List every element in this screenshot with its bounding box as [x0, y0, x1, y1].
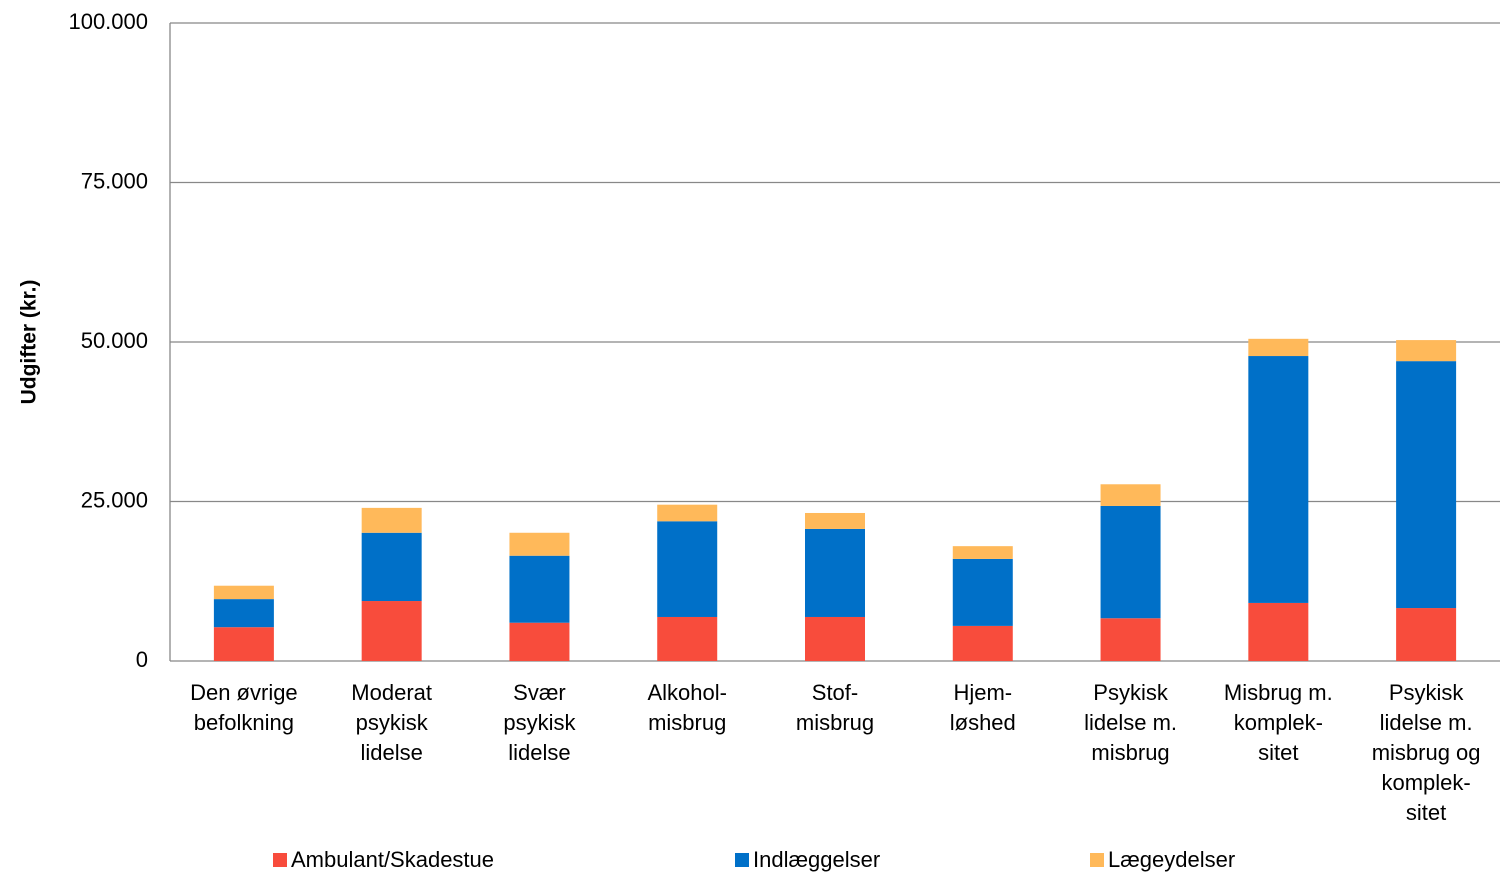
bar-segment — [509, 622, 570, 661]
bar-segment — [1100, 505, 1161, 619]
legend-label: Ambulant/Skadestue — [291, 847, 494, 872]
legend-swatch — [273, 853, 287, 867]
x-tick-label: Psykisk — [1389, 680, 1465, 705]
bar-segment — [213, 585, 274, 600]
y-tick-label: 0 — [136, 647, 148, 672]
bar-segment — [952, 546, 1013, 559]
bar-segment — [805, 512, 865, 529]
bar-segment — [952, 625, 1013, 661]
y-tick-label: 25.000 — [81, 487, 148, 512]
x-tick-label: Psykisk — [1093, 680, 1169, 705]
x-tick-label: sitet — [1258, 740, 1298, 765]
x-tick-label: løshed — [950, 710, 1016, 735]
y-tick-label: 100.000 — [68, 9, 148, 34]
x-tick-label: Svær — [513, 680, 566, 705]
x-tick-label: sitet — [1406, 800, 1446, 825]
x-tick-label: lidelse m. — [1084, 710, 1177, 735]
x-tick-label: misbrug — [648, 710, 726, 735]
x-tick-label: misbrug og — [1372, 740, 1481, 765]
bar-segment — [361, 532, 422, 602]
bar-segment — [1396, 340, 1457, 362]
x-tick-label: Moderat — [351, 680, 432, 705]
bar-segment — [657, 521, 718, 617]
x-tick-label: komplek- — [1234, 710, 1323, 735]
x-tick-label: lidelse — [360, 740, 422, 765]
bar-segment — [657, 616, 718, 661]
legend-swatch — [735, 853, 749, 867]
bar-segment — [1396, 361, 1457, 609]
x-tick-label: Stof- — [812, 680, 858, 705]
y-tick-label: 50.000 — [81, 328, 148, 353]
x-tick-label: misbrug — [796, 710, 874, 735]
bar-segment — [1248, 602, 1309, 661]
bar-segment — [361, 601, 422, 661]
x-tick-label: psykisk — [356, 710, 429, 735]
bar-segment — [657, 504, 718, 522]
legend-label: Lægeydelser — [1108, 847, 1235, 872]
bar-segment — [509, 555, 570, 623]
y-axis-label: Udgifter (kr.) — [18, 280, 41, 405]
legend-swatch — [1090, 853, 1104, 867]
x-tick-label: befolkning — [194, 710, 294, 735]
bar-segment — [1100, 484, 1161, 506]
bar-segment — [213, 599, 274, 628]
x-tick-label: Den øvrige — [190, 680, 298, 705]
x-tick-label: Alkohol- — [647, 680, 726, 705]
bar-segment — [509, 532, 570, 556]
x-tick-label: lidelse — [508, 740, 570, 765]
x-tick-label: lidelse m. — [1380, 710, 1473, 735]
bar-segment — [1248, 356, 1309, 603]
x-tick-label: misbrug — [1091, 740, 1169, 765]
bar-segment — [805, 616, 865, 661]
bar-segment — [1396, 608, 1457, 661]
x-tick-label: psykisk — [503, 710, 576, 735]
x-tick-label: Hjem- — [953, 680, 1012, 705]
x-tick-label: Misbrug m. — [1224, 680, 1333, 705]
bar-segment — [361, 507, 422, 533]
y-tick-label: 75.000 — [81, 168, 148, 193]
x-tick-label: komplek- — [1381, 770, 1470, 795]
bar-segment — [1248, 338, 1309, 357]
bar-segment — [952, 558, 1013, 626]
legend-label: Indlæggelser — [753, 847, 880, 872]
bar-segment — [1100, 618, 1161, 661]
bar-segment — [213, 627, 274, 661]
bar-segment — [805, 528, 865, 617]
